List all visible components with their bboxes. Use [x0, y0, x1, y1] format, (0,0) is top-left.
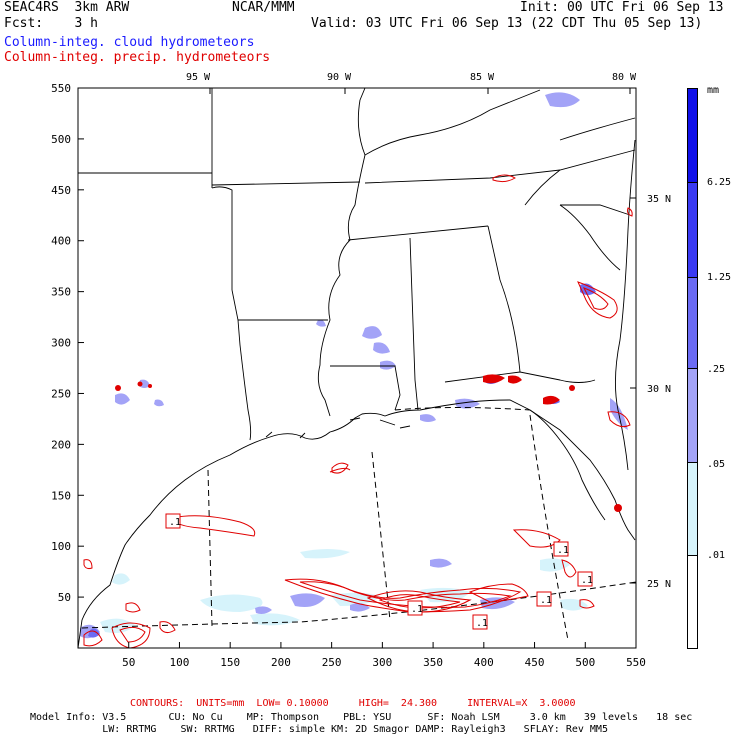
y-tick-label: 250 [51, 387, 71, 400]
cloud-shading-medium [80, 92, 628, 639]
legend-level: .25 [707, 364, 726, 375]
model-info-line2: LW: RRTMG SW: RRTMG DIFF: simple KM: 2D … [30, 724, 608, 735]
x-tick-label: 200 [271, 656, 291, 669]
lat-label: 30 N [647, 384, 671, 395]
y-tick-label: 550 [51, 82, 71, 95]
cloud-shading-light [100, 549, 588, 634]
y-tick-label: 300 [51, 337, 71, 350]
contour-label: .1 [169, 517, 181, 528]
contour-label: .1 [557, 545, 569, 556]
legend-swatch [688, 89, 697, 183]
y-tick-label: 450 [51, 184, 71, 197]
field-cloud-title: Column-integ. cloud hydrometeors [4, 35, 255, 50]
center-label: NCAR/MMM [232, 0, 295, 15]
legend-swatch [688, 368, 697, 462]
legend-unit: mm [707, 85, 720, 96]
y-tick-label: 150 [51, 489, 71, 502]
geographic-boundaries [77, 87, 636, 649]
valid-time: Valid: 03 UTC Fri 06 Sep 13 (22 CDT Thu … [311, 16, 703, 31]
field-precip-title: Column-integ. precip. hydrometeors [4, 50, 271, 65]
lon-label: 90 W [327, 72, 352, 83]
legend-level: 6.25 [707, 177, 732, 188]
y-tick-label: 100 [51, 540, 71, 553]
x-tick-label: 300 [372, 656, 392, 669]
lon-label: 85 W [470, 72, 495, 83]
legend-swatch [688, 182, 697, 278]
y-tick-label: 200 [51, 438, 71, 451]
cloud-shading-strong [88, 283, 596, 638]
lat-label: 35 N [647, 194, 671, 205]
model-title: SEAC4RS 3km ARW [4, 0, 130, 15]
legend-swatch [688, 554, 697, 648]
x-tick-label: 50 [122, 656, 135, 669]
contour-label: .1 [540, 595, 552, 606]
lon-ticks [209, 88, 631, 94]
lat-ticks [630, 197, 636, 584]
x-tick-label: 450 [525, 656, 545, 669]
legend-level: .05 [707, 459, 726, 470]
y-tick-label: 350 [51, 286, 71, 299]
x-axis: 50 100 150 200 250 300 350 400 450 500 550 [122, 642, 646, 669]
legend-swatch [688, 461, 697, 555]
legend-level: .01 [707, 550, 726, 561]
x-tick-label: 550 [626, 656, 646, 669]
x-tick-label: 100 [170, 656, 190, 669]
model-info-line1: Model Info: V3.5 CU: No Cu MP: Thompson … [30, 712, 693, 723]
contour-label: .1 [476, 618, 488, 629]
forecast-hour: Fcst: 3 h [4, 16, 98, 31]
inner-domain-boundary [81, 407, 637, 641]
lon-label: 80 W [612, 72, 637, 83]
x-tick-label: 250 [322, 656, 342, 669]
lon-label: 95 W [186, 72, 211, 83]
y-tick-label: 50 [58, 591, 71, 604]
x-tick-label: 150 [220, 656, 240, 669]
precip-core [115, 374, 622, 512]
y-tick-label: 500 [51, 133, 71, 146]
plot-frame [77, 87, 637, 649]
legend-level: 1.25 [707, 272, 732, 283]
y-tick-label: 400 [51, 235, 71, 248]
x-tick-label: 400 [474, 656, 494, 669]
x-tick-label: 500 [575, 656, 595, 669]
precip-contours [83, 174, 633, 649]
contour-label: .1 [581, 575, 593, 586]
x-tick-label: 350 [423, 656, 443, 669]
legend-swatch [688, 277, 697, 369]
y-axis: 550 500 450 400 350 300 250 200 150 100 50 [51, 82, 84, 604]
contour-label: .1 [411, 604, 423, 615]
legend-colorbar [687, 88, 698, 649]
lat-label: 25 N [647, 579, 671, 590]
init-time: Init: 00 UTC Fri 06 Sep 13 [520, 0, 724, 15]
contour-labels: .1 .1 .1 .1 .1 .1 [165, 513, 593, 630]
contour-info: CONTOURS: UNITS=mm LOW= 0.10000 HIGH= 24… [130, 698, 576, 709]
